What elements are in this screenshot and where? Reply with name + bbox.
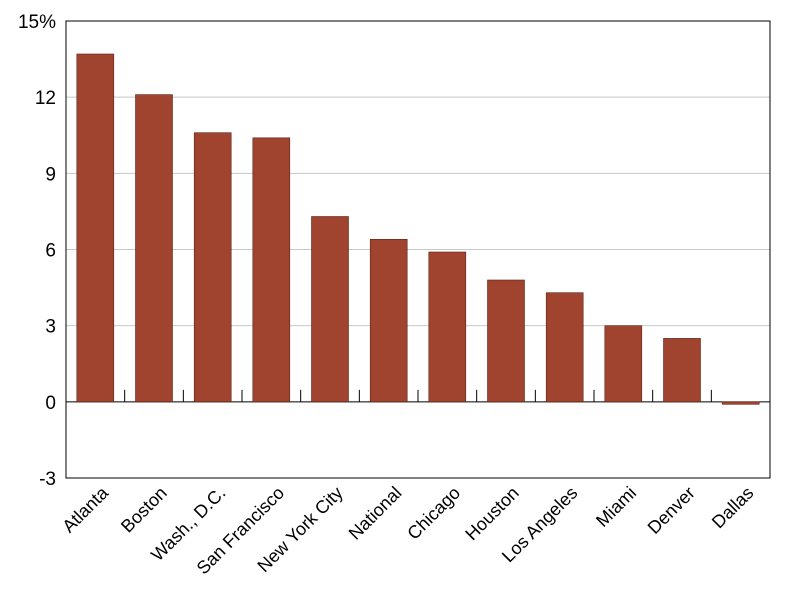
x-tick-marks: [124, 389, 712, 402]
x-tick-label-dallas: Dallas: [708, 483, 758, 533]
x-tick-label-miami: Miami: [592, 483, 640, 531]
bar-boston: [135, 94, 173, 403]
y-axis-labels: -3 0 3 6 9 12 15%: [18, 12, 56, 490]
bar-san-francisco: [252, 137, 291, 403]
bar-denver: [663, 338, 701, 403]
x-tick-label-boston: Boston: [117, 483, 171, 537]
bar-national: [369, 239, 408, 403]
x-tick-label-national: National: [345, 483, 406, 544]
x-tick-label-houston: Houston: [461, 483, 523, 545]
y-tick-label-1: 0: [45, 393, 56, 414]
y-tick-label-2: 3: [45, 317, 56, 338]
bars-group: [76, 53, 760, 405]
bar-wash-d-c: [193, 132, 232, 403]
y-tick-label-3: 6: [45, 241, 56, 262]
x-tick-label-denver: Denver: [644, 483, 699, 538]
bar-new-york-city: [311, 216, 349, 403]
bar-miami: [604, 325, 643, 403]
x-tick-label-chicago: Chicago: [403, 483, 464, 544]
bar-chicago: [428, 251, 467, 403]
y-tick-label-4: 9: [45, 164, 56, 185]
bar-los-angeles: [545, 292, 584, 403]
bar-atlanta: [76, 53, 115, 403]
x-tick-label-atlanta: Atlanta: [58, 482, 112, 536]
y-tick-label-0: -3: [39, 469, 56, 490]
y-tick-label-6: 15%: [18, 12, 56, 33]
y-tick-label-5: 12: [35, 88, 56, 109]
bar-dallas: [721, 401, 760, 405]
plot-frame: [65, 20, 771, 479]
bar-houston: [487, 279, 525, 403]
